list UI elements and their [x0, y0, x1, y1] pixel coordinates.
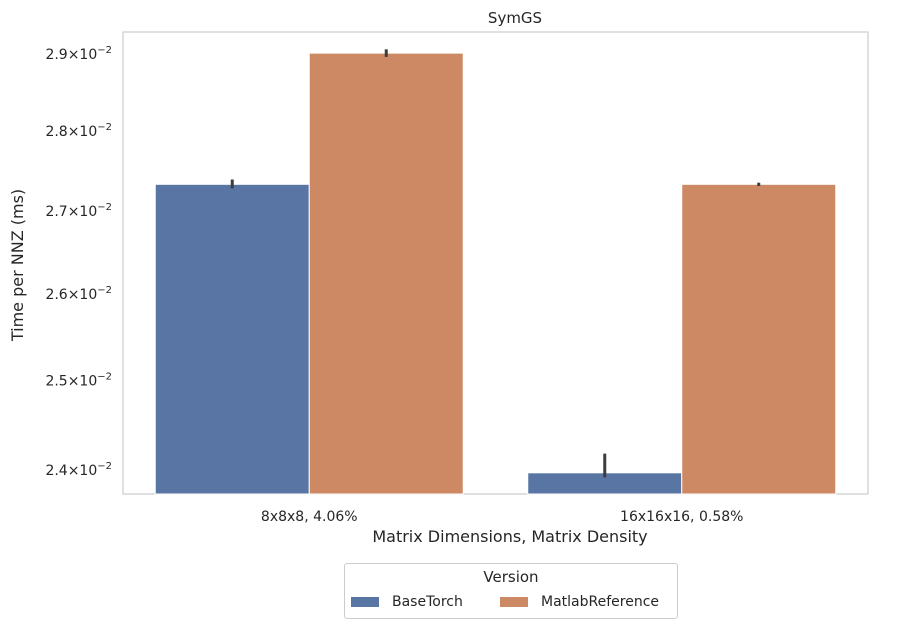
legend-title: Version [483, 568, 539, 586]
x-tick-label: 8x8x8, 4.06% [261, 509, 358, 525]
bar-matlabreference-0 [308, 52, 464, 495]
legend-label-basetorch: BaseTorch [392, 594, 463, 610]
bar-matlabreference-1 [681, 183, 837, 495]
x-tick-labels: 8x8x8, 4.06% 16x16x16, 0.58% [261, 509, 744, 525]
y-tick-label: 2.5×10−2 [45, 371, 112, 389]
y-tick-label: 2.8×10−2 [45, 122, 112, 140]
y-axis-label: Time per NNZ (ms) [8, 189, 27, 342]
chart-title: SymGS [488, 9, 542, 27]
y-tick-label: 2.9×10−2 [45, 45, 112, 63]
legend-swatch-basetorch [351, 597, 379, 607]
legend-label-matlabreference: MatlabReference [541, 594, 660, 610]
legend-item-matlabreference: MatlabReference [500, 594, 659, 610]
legend-item-basetorch: BaseTorch [351, 594, 463, 610]
y-tick-label: 2.7×10−2 [45, 202, 112, 220]
error-bars [230, 49, 761, 478]
y-tick-label: 2.6×10−2 [45, 285, 112, 303]
x-axis-label: Matrix Dimensions, Matrix Density [372, 527, 647, 546]
y-tick-label: 2.4×10−2 [45, 461, 112, 479]
bars [154, 52, 837, 495]
legend: Version BaseTorch MatlabReference [344, 563, 678, 619]
plot-area [122, 31, 869, 495]
x-tick-label: 16x16x16, 0.58% [620, 509, 743, 525]
bar-basetorch-0 [154, 183, 310, 495]
y-tick-labels: 2.4×10−2 2.5×10−2 2.6×10−2 2.7×10−2 2.8×10−2… [45, 45, 112, 479]
legend-swatch-matlabreference [500, 597, 528, 607]
